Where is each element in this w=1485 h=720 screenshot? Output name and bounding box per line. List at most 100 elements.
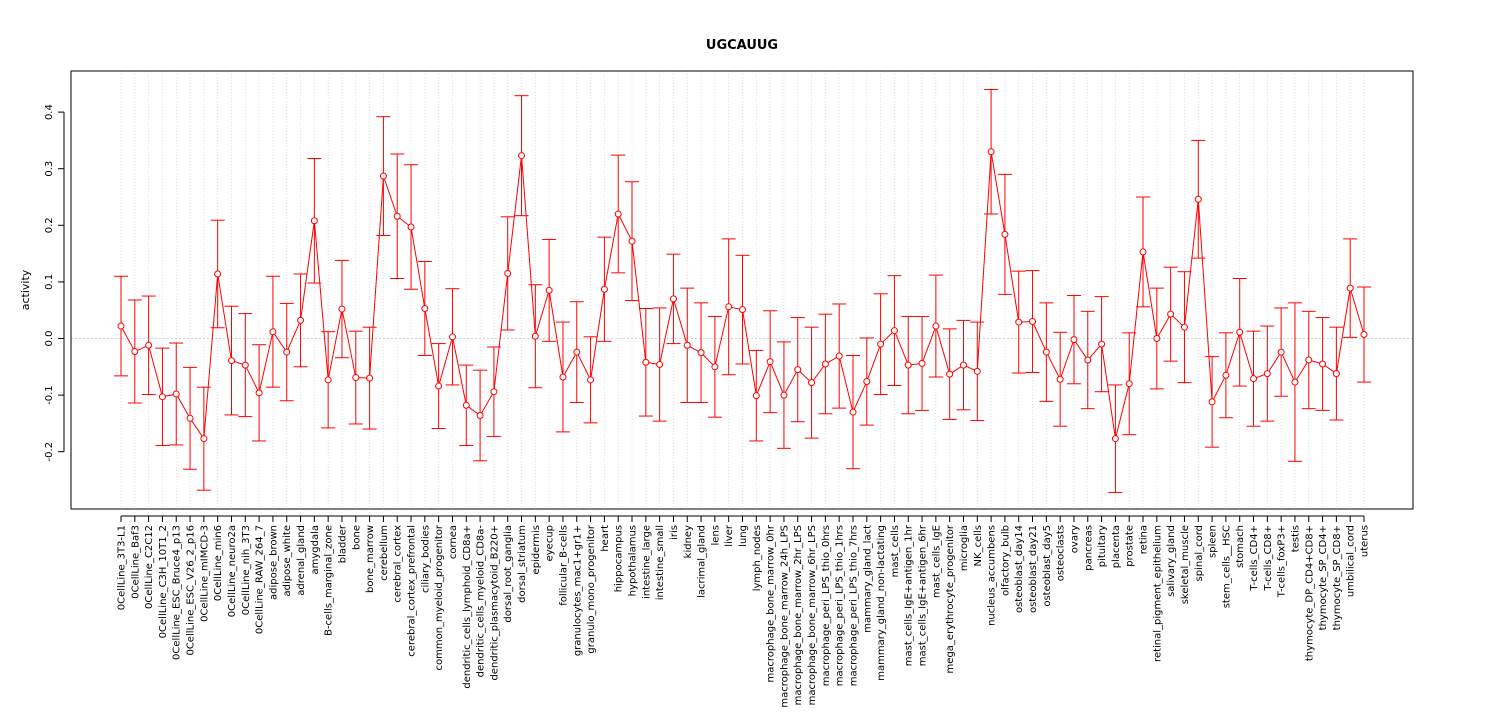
data-point	[1222, 371, 1230, 379]
data-point	[1250, 375, 1258, 383]
x-tick-label: osteoblast_day5	[1042, 525, 1053, 607]
x-tick-label: adipose_white	[282, 525, 293, 596]
x-tick-label: lens	[710, 525, 721, 545]
data-point	[959, 361, 967, 369]
x-tick-label: 0CellLine_ESC_Bruce4_p13	[172, 525, 183, 660]
data-point	[1015, 318, 1023, 326]
data-point	[214, 270, 222, 278]
y-tick-label: 0.0	[44, 331, 55, 347]
data-point	[794, 366, 802, 374]
data-point	[987, 148, 995, 156]
data-point	[1111, 435, 1119, 443]
data-point	[614, 210, 622, 218]
x-tick-label: thymocyte_SP_CD4+	[1318, 525, 1329, 630]
data-point	[656, 361, 664, 369]
data-point	[324, 376, 332, 384]
data-point	[255, 389, 263, 397]
y-tick-label: 0.4	[44, 104, 55, 120]
x-tick-label: macrophage_peri_LPS_thio_7hrs	[848, 525, 859, 686]
data-point	[1208, 398, 1216, 406]
data-point	[780, 391, 788, 399]
x-tick-label: ciliary_bodies	[420, 525, 431, 593]
data-point	[158, 393, 166, 401]
x-tick-label: macrophage_peri_LPS_thio_0hrs	[821, 525, 832, 686]
x-tick-label: 0CellLine_ESC_V26_2_p16	[186, 525, 197, 656]
x-tick-label: 0CellLine_neuro2a	[227, 525, 238, 617]
data-point	[1042, 348, 1050, 356]
y-tick-label: 0.1	[44, 274, 55, 290]
x-tick-label: osteoblast_day21	[1028, 525, 1039, 613]
plot-frame	[70, 70, 1414, 510]
data-point	[145, 341, 153, 349]
data-point	[642, 358, 650, 366]
x-tick-label: cerebral_cortex	[393, 525, 404, 603]
data-point	[835, 352, 843, 360]
data-point	[1360, 331, 1368, 339]
data-point	[752, 392, 760, 400]
x-tick-label: testis	[1290, 525, 1301, 552]
x-tick-label: placenta	[1111, 525, 1122, 568]
data-point	[504, 269, 512, 277]
data-point	[283, 348, 291, 356]
data-point	[725, 303, 733, 311]
x-tick-label: ovary	[1069, 525, 1080, 553]
x-tick-label: bone	[351, 525, 362, 550]
data-point	[407, 223, 415, 231]
x-tick-label: retinal_pigment_epithelium	[1152, 525, 1163, 662]
x-tick-label: kidney	[683, 525, 694, 558]
data-point	[1180, 323, 1188, 331]
data-point	[269, 328, 277, 336]
data-point	[863, 378, 871, 386]
y-tick-label: -0.1	[44, 385, 55, 405]
x-tick-label: bone_marrow	[365, 525, 376, 593]
x-tick-label: T-cells_foxP3+	[1277, 525, 1288, 598]
x-tick-label: NK_cells	[973, 525, 984, 566]
data-point	[628, 237, 636, 245]
x-tick-label: mast_cells	[890, 525, 901, 577]
data-point	[476, 411, 484, 419]
x-tick-label: cornea	[448, 525, 459, 559]
x-tick-label: macrophage_bone_marrow_6hr_LPS	[807, 525, 818, 705]
data-point	[297, 316, 305, 324]
data-point	[1001, 230, 1009, 238]
data-point	[241, 361, 249, 369]
x-tick-label: dorsal_striatum	[517, 525, 528, 603]
x-tick-label: olfactory_bulb	[1000, 525, 1011, 596]
data-point	[1277, 348, 1285, 356]
data-point	[739, 306, 746, 314]
data-point	[172, 390, 180, 398]
x-tick-label: dorsal_root_ganglia	[503, 525, 514, 623]
x-tick-label: intestine_small	[655, 525, 666, 600]
x-tick-label: granulo_mono_progenitor	[586, 524, 597, 653]
data-point	[587, 376, 595, 384]
data-point	[904, 361, 912, 369]
data-point	[545, 286, 553, 294]
data-point	[559, 373, 567, 381]
data-point	[1056, 375, 1064, 383]
x-tick-label: stem_cells__HSC	[1221, 525, 1232, 608]
data-point	[1332, 370, 1340, 378]
x-tick-label: cerebral_cortex_prefrontal	[407, 525, 418, 657]
data-point	[200, 435, 208, 443]
data-point	[1236, 328, 1244, 336]
x-tick-label: intestine_large	[641, 525, 652, 599]
x-tick-label: T-cells_CD4+	[1249, 525, 1260, 592]
data-point	[1319, 360, 1327, 368]
data-point	[932, 322, 940, 330]
data-point	[669, 295, 677, 303]
x-tick-label: retina	[1139, 525, 1150, 554]
x-tick-label: pituitary	[1097, 525, 1108, 567]
data-point	[766, 358, 774, 366]
x-tick-label: common_myeloid_progenitor	[434, 524, 445, 670]
data-point	[1153, 335, 1161, 342]
data-point	[366, 374, 374, 382]
x-tick-label: 0CellLine_C3H_10T1_2	[158, 525, 169, 638]
y-tick-label: 0.3	[44, 161, 55, 177]
x-tick-label: umbilical_cord	[1346, 525, 1357, 597]
data-point	[849, 408, 857, 416]
data-point	[131, 348, 139, 356]
x-tick-label: hypothalamus	[628, 525, 639, 596]
data-point	[227, 357, 235, 365]
x-tick-label: hippocampus	[614, 525, 625, 592]
